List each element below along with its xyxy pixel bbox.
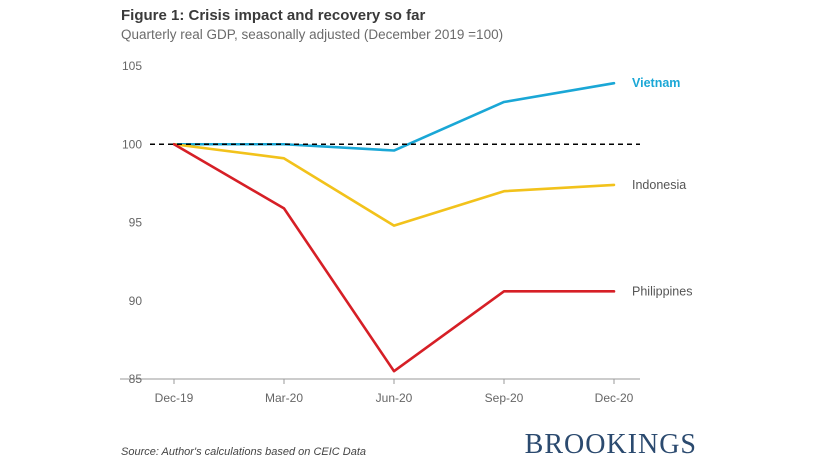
source-note: Source: Author's calculations based on C… xyxy=(121,446,367,458)
series-line-indonesia xyxy=(172,142,616,227)
y-tick-label: 105 xyxy=(122,59,142,73)
x-tick-label: Mar-20 xyxy=(265,391,303,405)
y-tick-label: 90 xyxy=(129,294,143,308)
chart-title: Figure 1: Crisis impact and recovery so … xyxy=(121,7,426,24)
series-line-vietnam xyxy=(172,81,616,152)
series-label-vietnam: Vietnam xyxy=(632,76,680,90)
x-tick-label: Dec-20 xyxy=(595,391,634,405)
series-line-philippines xyxy=(172,142,616,373)
y-tick-label: 100 xyxy=(122,137,142,151)
x-tick-label: Jun-20 xyxy=(376,391,413,405)
x-tick-label: Dec-19 xyxy=(155,391,194,405)
x-tick-label: Sep-20 xyxy=(485,391,524,405)
y-tick-label: 85 xyxy=(129,372,143,386)
chart-subtitle: Quarterly real GDP, seasonally adjusted … xyxy=(121,27,504,42)
y-tick-label: 95 xyxy=(129,216,143,230)
series-label-indonesia: Indonesia xyxy=(632,178,686,192)
brookings-logo: BROOKINGS xyxy=(524,429,697,460)
series-label-philippines: Philippines xyxy=(632,284,692,298)
